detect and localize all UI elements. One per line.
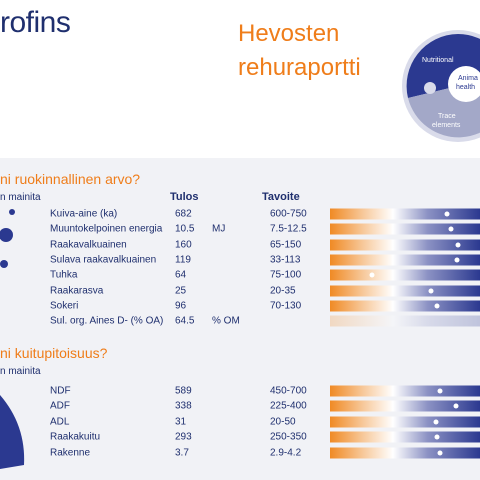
row-name: Raakakuitu: [50, 431, 101, 443]
section-note: n mainita: [0, 366, 41, 377]
result-marker: [453, 403, 459, 409]
row-target: 250-350: [270, 431, 307, 443]
result-marker: [433, 419, 439, 425]
range-bar: [330, 300, 480, 312]
result-marker: [444, 211, 450, 217]
row-name: ADF: [50, 400, 70, 412]
row-name: Tuhka: [50, 269, 78, 281]
range-bar: [330, 239, 480, 251]
row-result: 119: [175, 254, 191, 266]
row-target: 2.9-4.2: [270, 447, 302, 459]
row-unit: % OM: [212, 315, 240, 327]
row-name: Sokeri: [50, 300, 79, 312]
puzzle-label: health: [456, 84, 475, 91]
row-result: 64: [175, 269, 187, 281]
row-target: 7.5-12.5: [270, 223, 307, 235]
decoration: [0, 395, 25, 469]
row-target: 20-35: [270, 285, 296, 296]
range-bar: [330, 285, 480, 296]
row-target: 450-700: [270, 385, 307, 397]
logo: rofins: [0, 6, 71, 39]
deco-dot: [9, 209, 15, 215]
range-bar: [330, 208, 480, 220]
puzzle-center: [448, 66, 480, 102]
result-marker: [454, 257, 460, 263]
column-header: Tavoite: [262, 191, 300, 203]
range-bar: [330, 269, 480, 281]
row-result: 160: [175, 239, 192, 251]
decoration: [0, 209, 15, 268]
range-bar: [330, 223, 480, 235]
section-note: n mainita: [0, 192, 41, 203]
row-name: Rakenne: [50, 447, 91, 459]
section-heading: ni ruokinnallinen arvo?: [0, 171, 141, 187]
row-target: 75-100: [270, 269, 302, 281]
row-name: ADL: [50, 416, 70, 428]
row-target: 20-50: [270, 416, 296, 428]
row-result: 64.5: [175, 315, 195, 327]
range-bar: [330, 254, 480, 266]
result-marker: [448, 226, 454, 232]
puzzle-label: Trace: [438, 113, 456, 120]
result-marker: [428, 288, 434, 293]
row-unit: MJ: [212, 223, 226, 235]
range-bar: [330, 431, 480, 443]
row-name: Sul. org. Aines D- (% OA): [50, 315, 164, 327]
row-result: 589: [175, 385, 192, 397]
row-result: 31: [175, 416, 187, 428]
range-bar: [330, 315, 480, 327]
range-bar: [330, 416, 480, 428]
row-target: 225-400: [270, 400, 307, 412]
row-target: 65-150: [270, 239, 302, 251]
result-marker: [434, 303, 440, 309]
row-result: 25: [175, 285, 187, 296]
column-header: Tulos: [170, 191, 199, 203]
row-result: 96: [175, 300, 187, 312]
result-marker: [437, 450, 443, 456]
row-target: 70-130: [270, 300, 302, 312]
result-marker: [369, 272, 375, 278]
title-line: Hevosten: [238, 20, 340, 47]
result-marker: [437, 388, 443, 394]
puzzle-label: Anima: [458, 75, 478, 82]
range-bar: [330, 385, 480, 397]
row-result: 293: [175, 431, 192, 443]
row-result: 338: [175, 400, 192, 412]
deco-dot: [0, 228, 13, 242]
puzzle-graphic: Nutritional Anima health Trace elements: [402, 30, 480, 142]
row-name: Kuiva-aine (ka): [50, 208, 118, 220]
row-name: NDF: [50, 385, 71, 397]
deco-dot: [0, 260, 8, 268]
puzzle-piece: [406, 34, 458, 98]
puzzle-knob: [424, 82, 436, 94]
row-result: 682: [175, 208, 192, 220]
result-marker: [455, 242, 461, 248]
range-bar: [330, 447, 480, 459]
row-name: Muuntokelpoinen energia: [50, 223, 163, 235]
range-bar: [330, 400, 480, 412]
row-result: 3.7: [175, 447, 189, 459]
title-line: rehuraportti: [238, 54, 361, 81]
row-name: Raakavalkuainen: [50, 239, 127, 251]
deco-shape: [0, 395, 25, 469]
row-result: 10.5: [175, 223, 195, 235]
row-name: Sulava raakavalkuainen: [50, 254, 157, 266]
row-target: 600-750: [270, 208, 307, 220]
puzzle-label: elements: [432, 122, 461, 129]
puzzle-label: Nutritional: [422, 57, 454, 64]
result-marker: [434, 434, 440, 440]
section-heading: ni kuitupitoisuus?: [0, 345, 108, 361]
row-name: Raakarasva: [50, 285, 104, 296]
row-target: 33-113: [270, 254, 301, 266]
